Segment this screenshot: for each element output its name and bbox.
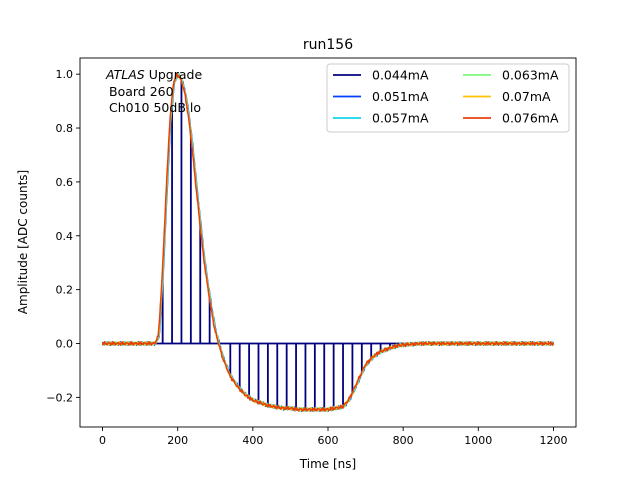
x-axis-label: Time [ns] [299,457,356,471]
annotation-line-2: Board 260 [109,84,174,99]
y-tick-label: −0.2 [46,391,73,404]
annotation-line-3: Ch010 50dB lo [109,100,201,115]
annotation-upgrade: Upgrade [145,67,203,82]
legend: 0.044mA 0.051mA 0.057mA 0.063mA 0.07mA 0.076m… [326,63,570,133]
x-tick-label: 0 [99,434,106,447]
legend-label: 0.057mA [372,111,429,126]
chart-title: run156 [303,37,353,53]
series-line-0-076mA [101,72,555,412]
legend-frame [326,63,570,133]
y-axis-label: Amplitude [ADC counts] [16,170,30,314]
legend-label: 0.051mA [372,89,429,104]
y-tick-label: 0.6 [56,176,74,189]
x-tick-label: 1000 [464,434,492,447]
y-tick-label: 1.0 [56,68,74,81]
annotation-line-1: ATLAS Upgrade [105,67,202,82]
series-layer [101,72,555,413]
x-tick-label: 800 [393,434,414,447]
x-tick-label: 1200 [539,434,567,447]
y-tick-label: 0.8 [56,122,74,135]
x-tick-label: 200 [167,434,188,447]
x-axis-ticks: 0 200 400 600 800 1000 1200 [99,427,567,447]
legend-label: 0.07mA [502,89,551,104]
annotation-atlas: ATLAS [105,67,145,82]
y-tick-label: 0.0 [56,338,74,351]
legend-label: 0.063mA [502,68,559,83]
annotation: ATLAS Upgrade Board 260 Ch010 50dB lo [105,67,202,115]
x-tick-label: 600 [318,434,339,447]
y-tick-label: 0.2 [56,284,74,297]
y-tick-label: 0.4 [56,230,74,243]
y-axis-ticks: −0.2 0.0 0.2 0.4 0.6 0.8 1.0 [46,68,80,404]
legend-label: 0.044mA [372,68,429,83]
x-tick-label: 400 [242,434,263,447]
legend-label: 0.076mA [502,111,559,126]
